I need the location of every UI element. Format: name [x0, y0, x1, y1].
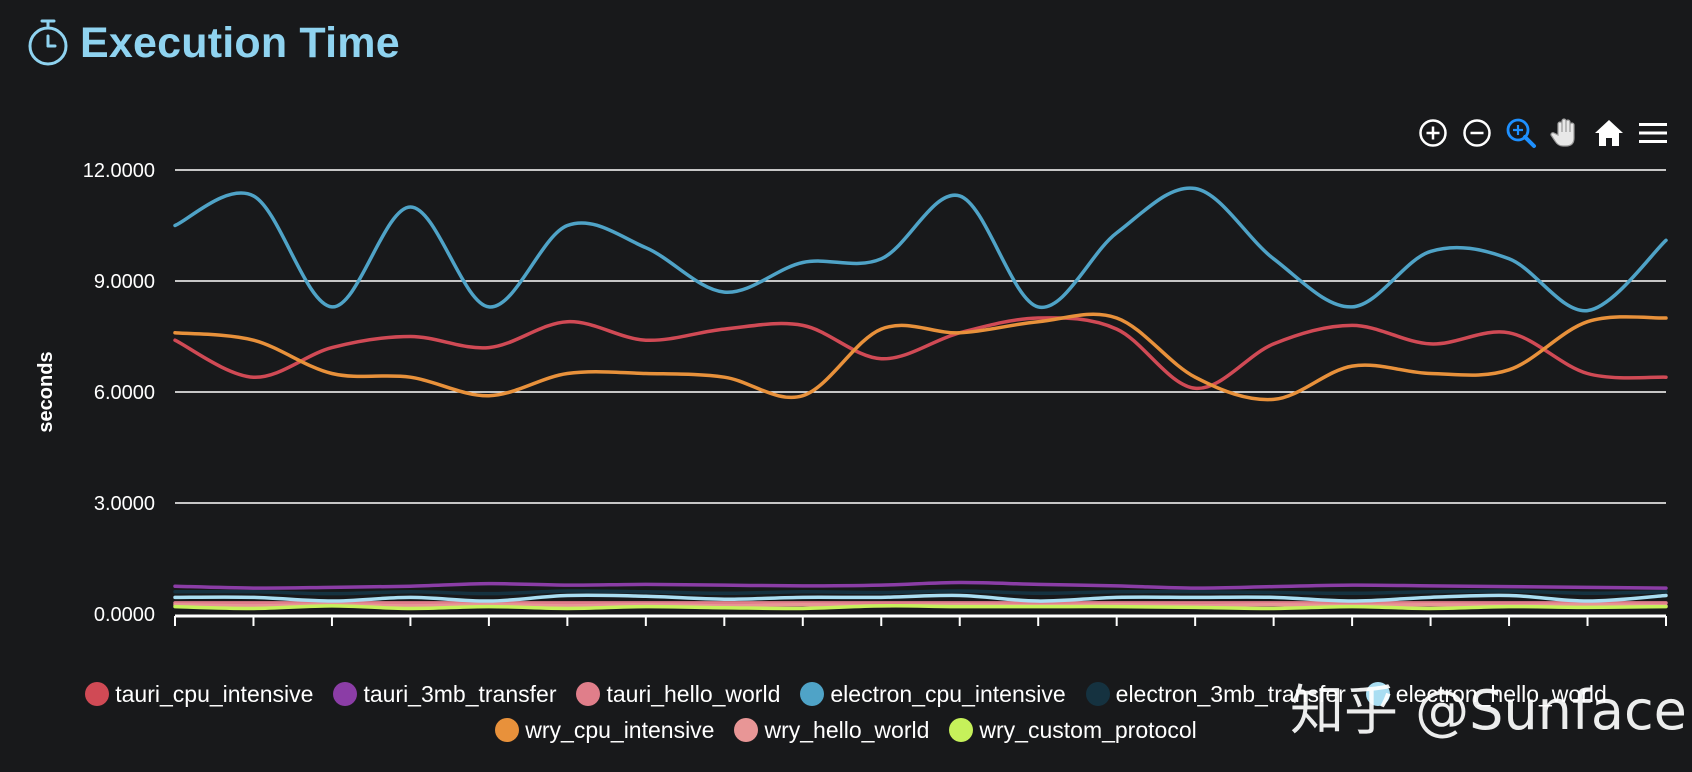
stopwatch-icon [28, 19, 68, 66]
legend-label: electron_cpu_intensive [830, 680, 1066, 707]
series-line-wry_custom_protocol [173, 604, 1668, 611]
selection-zoom-button[interactable] [1504, 116, 1538, 150]
zoom-out-button[interactable] [1460, 116, 1494, 150]
y-axis-label: seconds [35, 351, 57, 432]
legend-marker [1365, 682, 1390, 706]
legend-label: wry_custom_protocol [979, 716, 1197, 743]
page-title: Execution Time [80, 18, 400, 67]
chart-legend: tauri_cpu_intensive tauri_3mb_transfer tau… [0, 676, 1692, 748]
legend-marker [495, 718, 520, 742]
legend-marker [576, 682, 601, 706]
zoom-out-icon [1463, 119, 1491, 147]
legend-item-electron_3mb_transfer[interactable]: electron_3mb_transfer [1085, 680, 1346, 708]
legend-item-wry_hello_world[interactable]: wry_hello_world [734, 717, 929, 744]
legend-marker [85, 682, 110, 706]
legend-label: electron_3mb_transfer [1115, 680, 1346, 707]
pan-hand-icon [1550, 118, 1575, 147]
legend-item-electron_cpu_intensive[interactable]: electron_cpu_intensive [800, 680, 1066, 708]
legend-label: tauri_cpu_intensive [115, 680, 314, 707]
series-line-electron_cpu_intensive [173, 186, 1668, 313]
legend-marker [949, 718, 974, 742]
legend-marker [800, 682, 825, 706]
legend-marker [734, 718, 759, 742]
selection-zoom-icon [1506, 118, 1536, 148]
legend-label: wry_cpu_intensive [525, 716, 715, 743]
series-line-electron_hello_world [173, 593, 1668, 603]
y-tick-label: 9.0000 [94, 271, 155, 293]
chart-toolbar [1416, 116, 1670, 150]
series-line-electron_3mb_transfer [173, 589, 1668, 596]
y-tick-label: 3.0000 [94, 493, 155, 515]
chart-header: Execution Time [26, 18, 400, 68]
y-tick-label: 12.0000 [83, 160, 155, 182]
legend-item-tauri_3mb_transfer[interactable]: tauri_3mb_transfer [333, 681, 556, 708]
reset-home-icon [1595, 120, 1623, 146]
zoom-in-icon [1419, 119, 1447, 147]
legend-label: tauri_hello_world [606, 680, 781, 707]
series-line-tauri_cpu_intensive [173, 316, 1668, 391]
reset-zoom-button[interactable] [1592, 116, 1626, 150]
legend-item-tauri_hello_world[interactable]: tauri_hello_world [576, 681, 780, 708]
pan-button[interactable] [1548, 116, 1582, 150]
chart-menu-button[interactable] [1636, 116, 1670, 150]
y-tick-label: 0.0000 [94, 604, 155, 626]
series-line-tauri_3mb_transfer [173, 580, 1668, 590]
legend-row: wry_cpu_intensive wry_hello_world wry_cust… [0, 712, 1692, 748]
legend-item-wry_cpu_intensive[interactable]: wry_cpu_intensive [495, 717, 714, 744]
legend-marker [333, 682, 358, 706]
legend-item-wry_custom_protocol[interactable]: wry_custom_protocol [949, 716, 1197, 744]
legend-label: electron_hello_world [1395, 680, 1607, 707]
y-tick-label: 6.0000 [94, 382, 155, 404]
legend-label: tauri_3mb_transfer [363, 680, 557, 707]
zoom-in-button[interactable] [1416, 116, 1450, 150]
legend-item-electron_hello_world[interactable]: electron_hello_world [1365, 680, 1607, 708]
menu-icon [1639, 123, 1667, 143]
legend-item-tauri_cpu_intensive[interactable]: tauri_cpu_intensive [85, 681, 313, 708]
series-line-wry_cpu_intensive [173, 312, 1668, 402]
legend-marker [1085, 682, 1110, 706]
legend-row: tauri_cpu_intensive tauri_3mb_transfer tau… [0, 676, 1692, 712]
legend-label: wry_hello_world [764, 716, 930, 743]
